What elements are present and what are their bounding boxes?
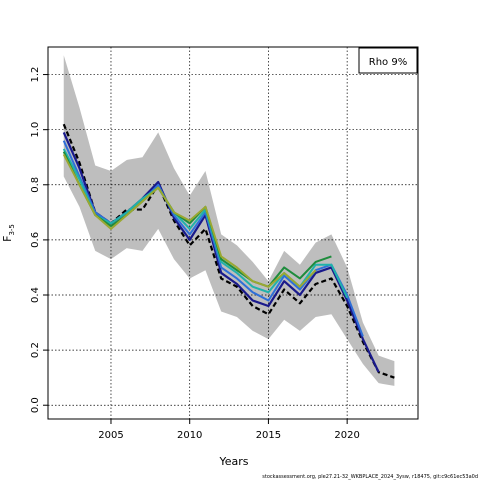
- y-tick-label-text: 0.2: [30, 342, 41, 358]
- legend-box: Rho 9%: [358, 47, 418, 74]
- y-tick-label-text: 0.0: [30, 397, 41, 413]
- y-axis-label-main: F: [1, 236, 14, 242]
- svg-text:F3-5: F3-5: [1, 224, 16, 242]
- y-tick-label-text: 0.6: [30, 232, 41, 248]
- x-axis-label: Years: [218, 455, 248, 468]
- y-tick-label-text: 1.0: [30, 122, 41, 138]
- y-tick-label-0.0: 0.0: [30, 397, 41, 413]
- series-line-1: [62, 123, 395, 379]
- y-axis-label: F3-5: [1, 224, 16, 242]
- x-tick-label-2020: 2020: [334, 430, 359, 441]
- footer-credit: stockassessment.org, ple27.21-32_WKBPLAC…: [262, 474, 478, 480]
- x-tick-label-2010: 2010: [177, 430, 202, 441]
- x-tick-label-2015: 2015: [256, 430, 281, 441]
- series-layer: [62, 123, 395, 379]
- y-tick-label-0.8: 0.8: [30, 177, 41, 193]
- axis-layer: 2005 2010 2015 2020 0.0 0.2 0.4 0.6 0.8 1.0 1.2: [30, 67, 360, 441]
- confidence-band: [63, 55, 395, 386]
- y-tick-label-1.0: 1.0: [30, 122, 41, 138]
- confidence-band-layer: [63, 55, 395, 386]
- y-tick-label-0.4: 0.4: [30, 287, 41, 303]
- y-tick-label-text: 1.2: [30, 67, 41, 83]
- x-tick-label-2005: 2005: [98, 430, 123, 441]
- y-tick-label-text: 0.8: [30, 177, 41, 193]
- legend-frame: [358, 47, 418, 74]
- legend-label: Rho 9%: [369, 57, 407, 68]
- y-tick-label-text: 0.4: [30, 287, 41, 303]
- y-axis-label-subscript: 3-5: [8, 224, 16, 235]
- series-line-5: [62, 151, 332, 288]
- series-line-6: [62, 154, 317, 288]
- y-tick-label-0.2: 0.2: [30, 342, 41, 358]
- y-tick-label-0.6: 0.6: [30, 232, 41, 248]
- y-tick-label-1.2: 1.2: [30, 67, 41, 83]
- plot-border: [47, 46, 419, 420]
